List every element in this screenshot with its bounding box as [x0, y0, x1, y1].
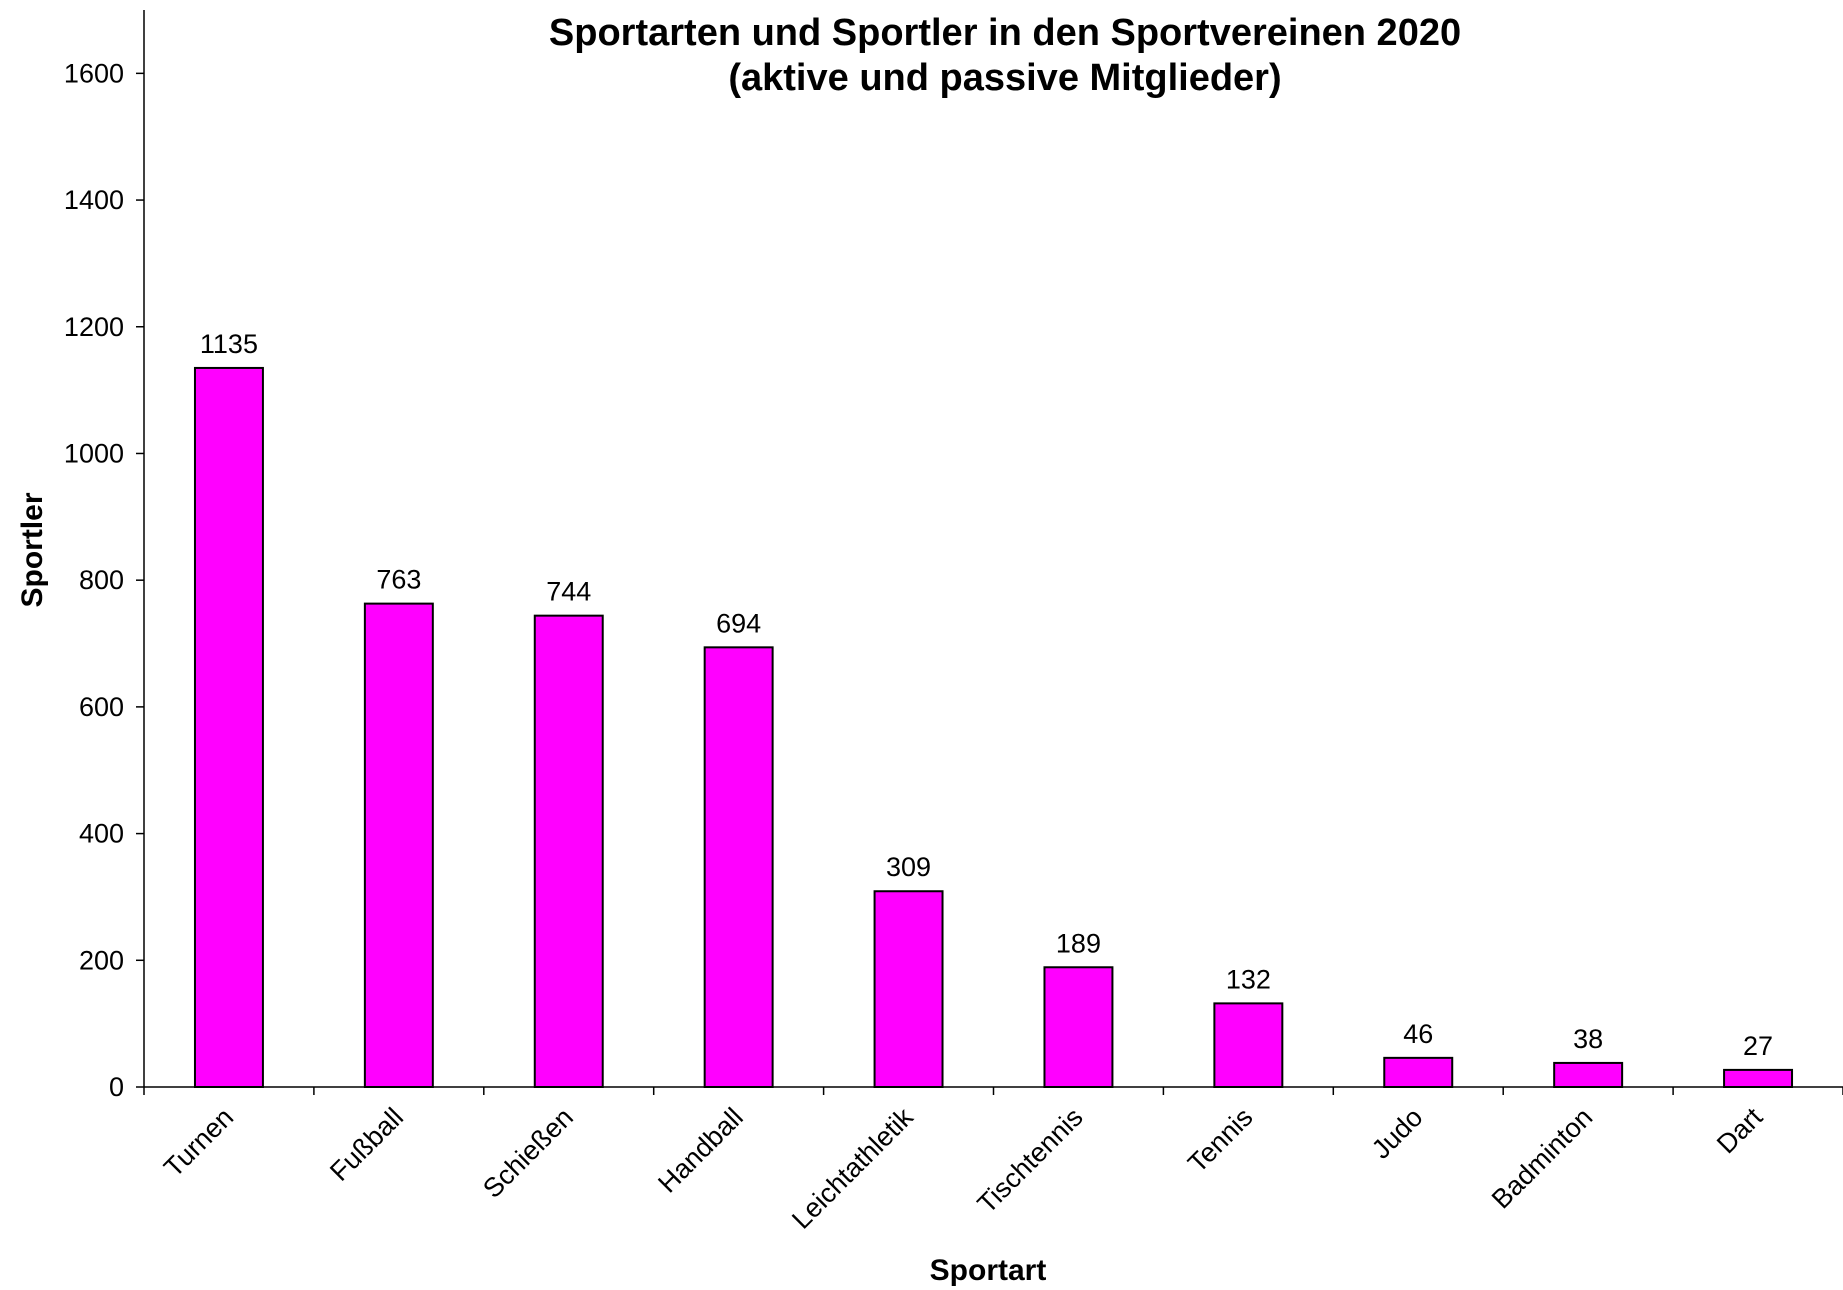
- x-tick-label: Schießen: [477, 1102, 579, 1204]
- bar-tennis: [1213, 1002, 1284, 1089]
- bar-leichtathletik: [873, 890, 944, 1089]
- data-label: 694: [716, 608, 761, 638]
- bar-tischtennis: [1043, 966, 1114, 1088]
- bar-badminton: [1553, 1061, 1624, 1089]
- bar-handball: [703, 646, 774, 1088]
- plot-area: 0 200 400 600 800 1000 1200 1400 1600 1135 Turnen 7…: [64, 10, 1843, 1235]
- data-label: 309: [886, 852, 931, 882]
- y-tick-label: 200: [79, 945, 124, 975]
- y-tick-label: 1400: [64, 185, 124, 215]
- y-axis-title: Sportler: [16, 492, 49, 607]
- x-tick-label: Turnen: [158, 1102, 239, 1183]
- data-label: 189: [1056, 928, 1101, 958]
- x-tick-label: Fußball: [324, 1102, 409, 1187]
- x-tick-label: Tennis: [1182, 1102, 1258, 1178]
- x-tick-label: Dart: [1711, 1102, 1769, 1160]
- chart-title: Sportarten und Sportler in den Sportvere…: [549, 12, 1461, 54]
- y-tick-label: 1200: [64, 312, 124, 342]
- x-tick-label: Leichtathletik: [786, 1102, 919, 1235]
- y-tick-label: 0: [109, 1072, 124, 1102]
- bar-turnen: [193, 366, 264, 1089]
- bar-schießen: [533, 614, 604, 1088]
- bar-dart: [1723, 1068, 1794, 1088]
- data-label: 27: [1743, 1031, 1773, 1061]
- y-tick-label: 600: [79, 692, 124, 722]
- x-tick-label: Badminton: [1486, 1102, 1598, 1214]
- x-axis-title: Sportart: [930, 1254, 1047, 1287]
- data-label: 38: [1573, 1024, 1603, 1054]
- y-tick-label: 1600: [64, 58, 124, 88]
- y-tick-label: 800: [79, 565, 124, 595]
- x-tick-label: Tischtennis: [972, 1102, 1089, 1219]
- x-tick-label: Judo: [1366, 1102, 1429, 1165]
- bar-fußball: [363, 602, 434, 1088]
- y-tick-label: 1000: [64, 438, 124, 468]
- bar-judo: [1383, 1056, 1454, 1089]
- data-label: 46: [1403, 1019, 1433, 1049]
- data-label: 744: [546, 577, 591, 607]
- x-tick-label: Handball: [652, 1102, 749, 1199]
- y-tick-label: 400: [79, 819, 124, 849]
- data-label: 763: [376, 565, 421, 595]
- data-label: 132: [1226, 964, 1271, 994]
- chart-subtitle: (aktive und passive Mitglieder): [728, 57, 1281, 99]
- data-label: 1135: [200, 329, 258, 359]
